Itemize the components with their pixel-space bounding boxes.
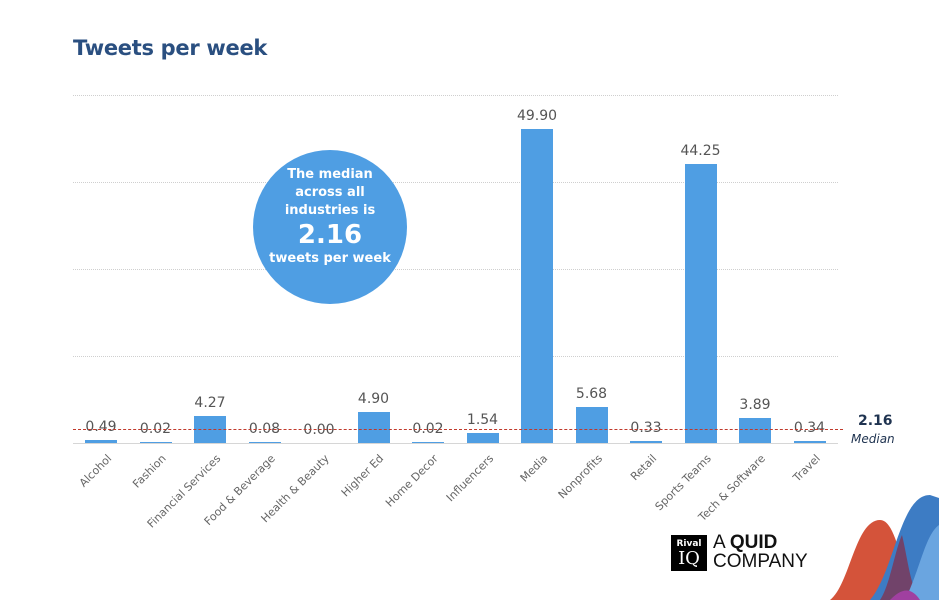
gridline bbox=[73, 95, 838, 96]
bubble-line-4: tweets per week bbox=[269, 251, 391, 266]
bar bbox=[739, 418, 771, 443]
bar-value-label: 49.90 bbox=[516, 107, 558, 124]
bubble-line-1: The median bbox=[287, 167, 373, 182]
median-bubble: The median across all industries is 2.16… bbox=[253, 150, 407, 304]
bubble-value: 2.16 bbox=[297, 220, 363, 250]
bar bbox=[793, 440, 826, 443]
quid-company-text: A QUID COMPANY bbox=[713, 533, 808, 571]
logo-text-company: COMPANY bbox=[713, 551, 808, 572]
median-value: 2.16 bbox=[858, 413, 893, 429]
bar bbox=[139, 441, 172, 443]
bar-value-label: 0.00 bbox=[303, 422, 335, 438]
x-axis bbox=[73, 443, 838, 444]
bar-value-label: 0.08 bbox=[248, 420, 281, 437]
bar bbox=[466, 433, 499, 443]
median-line bbox=[73, 429, 843, 430]
gridline bbox=[73, 269, 838, 270]
bar-value-label: 0.02 bbox=[412, 420, 444, 437]
bar-value-label: 4.27 bbox=[194, 395, 226, 412]
category-label: Home Decor bbox=[383, 452, 442, 510]
logo-text-a: A bbox=[713, 532, 730, 553]
bar-value-label: 0.34 bbox=[793, 419, 826, 436]
category-label: Media bbox=[517, 452, 551, 485]
bar bbox=[85, 439, 117, 443]
bar bbox=[684, 164, 717, 443]
bar-value-label: 1.54 bbox=[466, 412, 499, 429]
logo-box-bottom: IQ bbox=[678, 548, 700, 569]
bubble-line-2: across all bbox=[295, 185, 365, 200]
bar bbox=[412, 441, 444, 443]
logo-box-top: Rival bbox=[676, 539, 702, 549]
bar-value-label: 5.68 bbox=[575, 386, 608, 403]
gridline bbox=[73, 356, 838, 357]
category-label: Alcohol bbox=[76, 452, 115, 490]
category-label: Nonprofits bbox=[555, 452, 605, 502]
category-label: Retail bbox=[628, 452, 660, 484]
bar bbox=[248, 441, 281, 443]
bar-value-label: 4.90 bbox=[357, 391, 390, 408]
bar bbox=[357, 412, 390, 443]
bar bbox=[521, 128, 553, 443]
rival-iq-logo: Rival IQ bbox=[671, 535, 707, 571]
bubble-line-3: industries is bbox=[284, 203, 376, 218]
gridline bbox=[73, 182, 838, 183]
bar-value-label: 0.49 bbox=[85, 418, 117, 435]
decorative-wave-icon bbox=[830, 495, 939, 600]
category-label: Influencers bbox=[443, 452, 496, 505]
bar-value-label: 0.33 bbox=[630, 419, 662, 436]
median-label: Median bbox=[851, 432, 895, 446]
category-label: Sports Teams bbox=[652, 452, 714, 514]
logo-text-quid: QUID bbox=[729, 532, 778, 553]
category-label: Travel bbox=[790, 452, 823, 485]
category-label: Fashion bbox=[130, 452, 169, 491]
bar bbox=[575, 407, 608, 443]
bar-value-label: 0.02 bbox=[139, 420, 172, 437]
bar-value-label: 3.89 bbox=[739, 397, 771, 414]
category-label: Higher Ed bbox=[339, 452, 387, 500]
bar-value-label: 44.25 bbox=[680, 143, 721, 160]
chart-title: Tweets per week bbox=[73, 36, 268, 60]
bar bbox=[630, 440, 662, 443]
